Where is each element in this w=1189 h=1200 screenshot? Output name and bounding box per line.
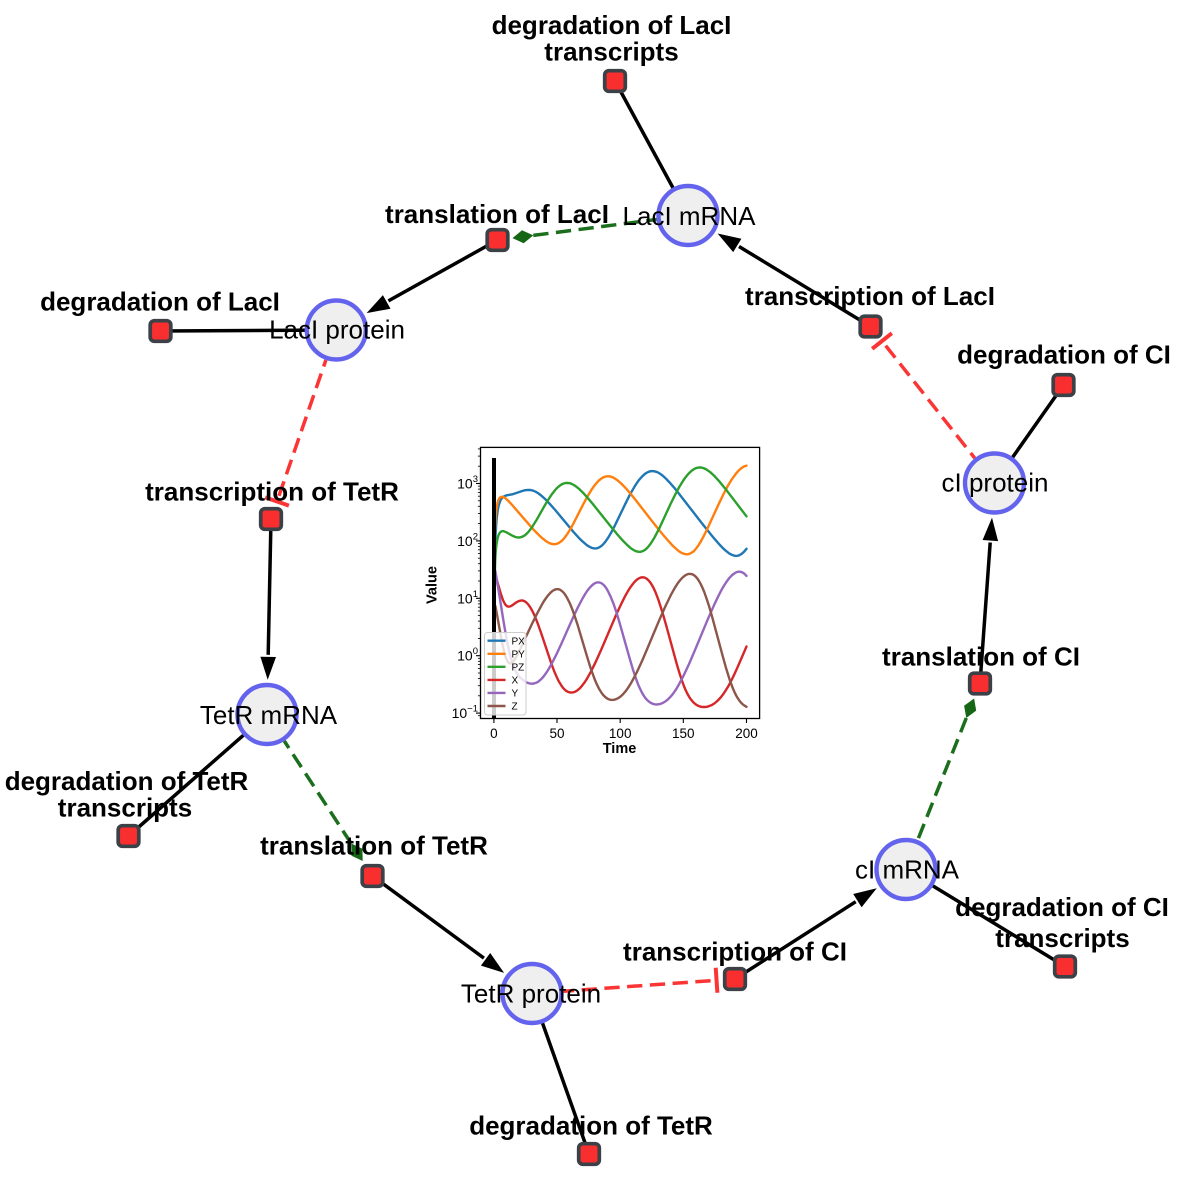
svg-text:degradation of LacI: degradation of LacI bbox=[492, 10, 732, 40]
svg-text:TetR mRNA: TetR mRNA bbox=[200, 700, 338, 730]
svg-text:translation of TetR: translation of TetR bbox=[260, 831, 488, 861]
svg-text:LacI protein: LacI protein bbox=[269, 315, 405, 345]
svg-text:cI mRNA: cI mRNA bbox=[855, 855, 960, 885]
svg-text:100: 100 bbox=[609, 726, 632, 741]
svg-text:101: 101 bbox=[457, 589, 478, 607]
svg-text:TetR protein: TetR protein bbox=[461, 979, 601, 1009]
svg-text:transcription of CI: transcription of CI bbox=[623, 936, 847, 966]
svg-text:degradation of TetR: degradation of TetR bbox=[469, 1111, 713, 1141]
svg-text:degradation of CI: degradation of CI bbox=[957, 339, 1171, 369]
svg-text:degradation of LacI: degradation of LacI bbox=[40, 286, 280, 316]
svg-text:PX: PX bbox=[512, 636, 526, 647]
svg-text:PZ: PZ bbox=[512, 662, 525, 673]
svg-text:cI protein: cI protein bbox=[942, 468, 1049, 498]
svg-text:PY: PY bbox=[512, 649, 526, 660]
svg-text:translation of LacI: translation of LacI bbox=[385, 199, 609, 229]
svg-text:10−1: 10−1 bbox=[452, 704, 478, 722]
svg-text:transcripts: transcripts bbox=[58, 793, 192, 823]
svg-text:Y: Y bbox=[512, 689, 519, 700]
svg-text:102: 102 bbox=[457, 531, 478, 549]
svg-text:100: 100 bbox=[457, 646, 478, 664]
svg-text:transcription of LacI: transcription of LacI bbox=[745, 281, 995, 311]
svg-text:translation of CI: translation of CI bbox=[882, 642, 1080, 672]
svg-text:X: X bbox=[512, 676, 519, 687]
svg-text:transcripts: transcripts bbox=[544, 36, 678, 66]
svg-text:Time: Time bbox=[603, 741, 637, 757]
svg-text:degradation of TetR: degradation of TetR bbox=[5, 766, 249, 796]
svg-text:150: 150 bbox=[672, 726, 695, 741]
svg-text:Value: Value bbox=[424, 566, 440, 604]
svg-text:LacI mRNA: LacI mRNA bbox=[623, 201, 757, 231]
svg-text:50: 50 bbox=[549, 726, 564, 741]
svg-text:Z: Z bbox=[512, 702, 518, 713]
svg-text:transcripts: transcripts bbox=[995, 923, 1129, 953]
svg-text:200: 200 bbox=[735, 726, 758, 741]
svg-text:103: 103 bbox=[457, 474, 478, 492]
svg-text:0: 0 bbox=[490, 726, 498, 741]
svg-text:degradation of CI: degradation of CI bbox=[955, 892, 1169, 922]
svg-text:transcription of TetR: transcription of TetR bbox=[145, 476, 399, 506]
